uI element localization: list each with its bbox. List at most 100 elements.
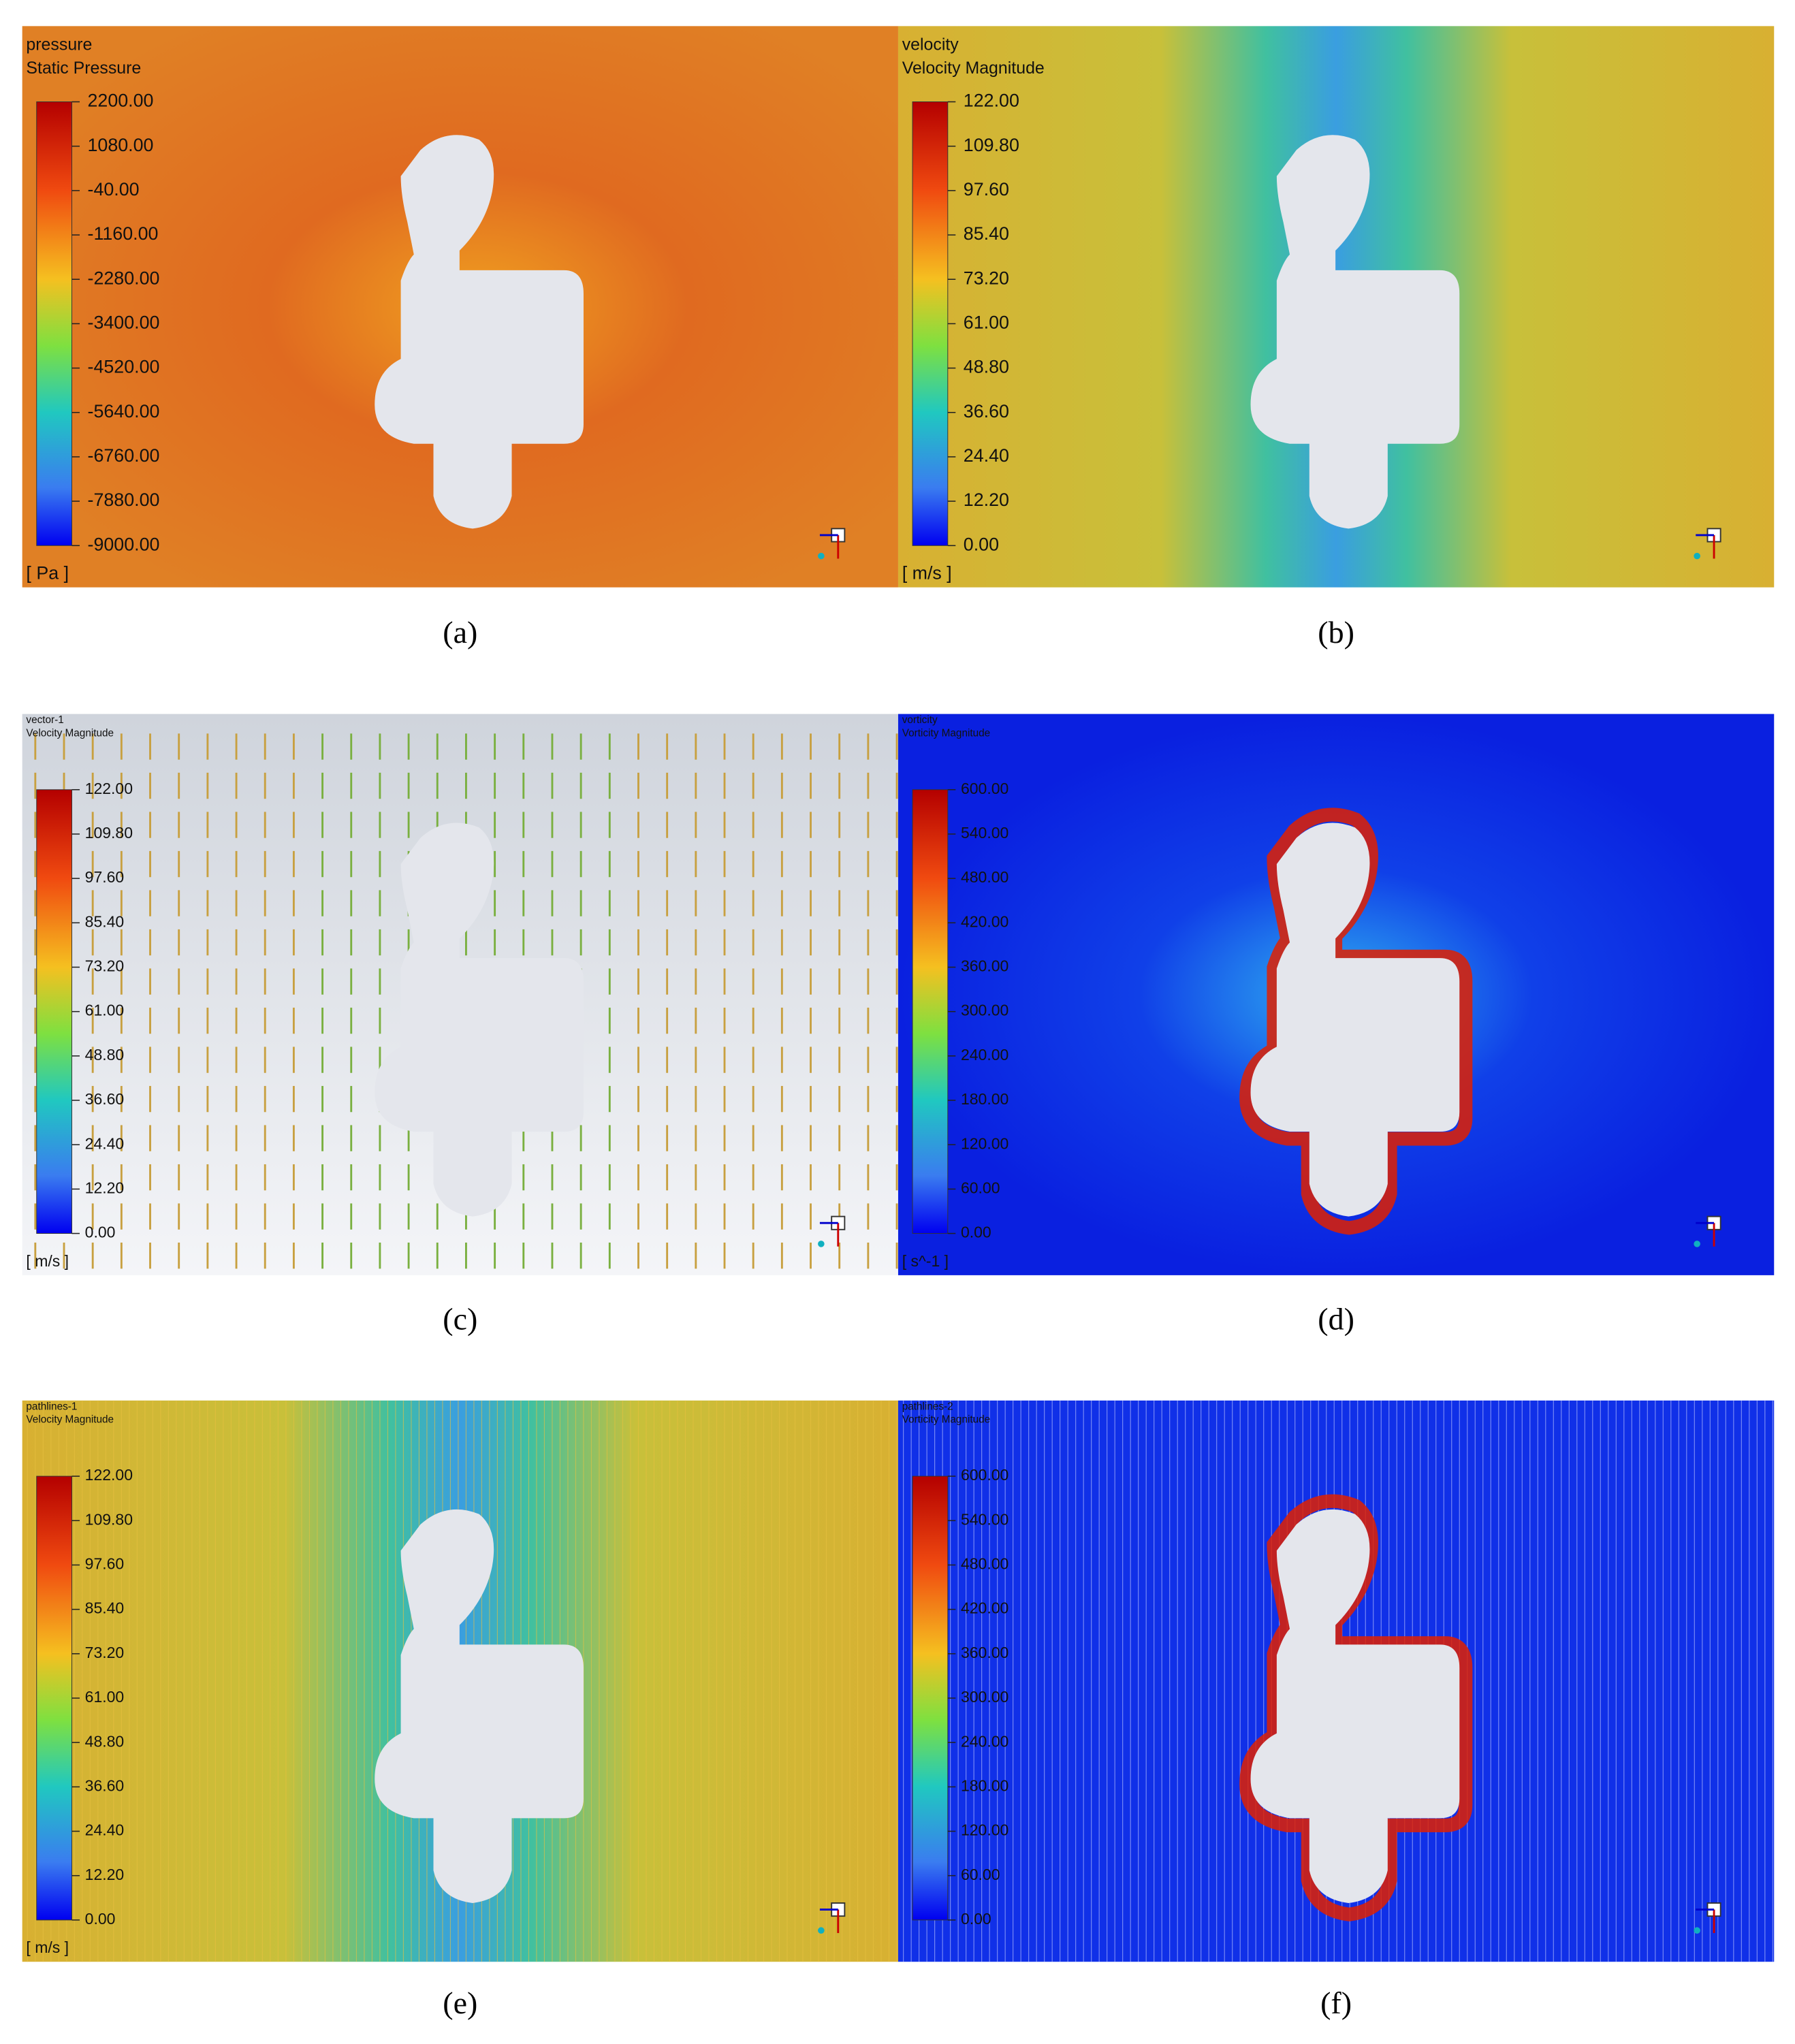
colorbar-label: 109.80 xyxy=(964,135,1019,155)
colorbar-label: 73.20 xyxy=(85,1644,125,1661)
colorbar-label: -7880.00 xyxy=(88,490,160,510)
colorbar-label: 240.00 xyxy=(961,1732,1008,1750)
colorbar-label: 36.60 xyxy=(85,1090,125,1108)
body-silhouette xyxy=(1250,823,1460,1217)
unit-label: [ m/s ] xyxy=(26,1938,69,1956)
body-silhouette xyxy=(375,823,584,1217)
axis-triad xyxy=(818,528,846,560)
colorbar-label: 180.00 xyxy=(961,1776,1008,1794)
colorbar-label: -5640.00 xyxy=(88,401,160,421)
legend-title: vector-1 xyxy=(26,714,63,726)
colorbar-label: 0.00 xyxy=(85,1224,116,1241)
colorbar-label: 97.60 xyxy=(964,179,1009,199)
colorbar-label: 420.00 xyxy=(961,1599,1008,1617)
colorbar-label: 109.80 xyxy=(85,824,133,842)
colorbar-label: -1160.00 xyxy=(88,223,159,244)
colorbar-label: -9000.00 xyxy=(88,534,160,554)
colorbar-label: 120.00 xyxy=(961,1821,1008,1839)
legend-title: Velocity Magnitude xyxy=(26,727,114,739)
axis-triad xyxy=(818,1215,846,1247)
unit-label: [ Pa ] xyxy=(26,563,69,584)
colorbar-label: 0.00 xyxy=(961,1224,991,1241)
axis-triad xyxy=(1694,1215,1721,1247)
colorbar-label: 61.00 xyxy=(85,1002,125,1019)
vortex-region xyxy=(1239,1494,1473,1921)
body-silhouette xyxy=(375,135,584,529)
colorbar-label: 60.00 xyxy=(961,1866,1000,1883)
caption: (e) xyxy=(443,1985,477,2020)
legend-title: Vorticity Magnitude xyxy=(902,727,991,739)
colorbar-label: 600.00 xyxy=(961,1466,1008,1484)
colorbar-label: 1080.00 xyxy=(88,135,154,155)
colorbar-label: 300.00 xyxy=(961,1002,1008,1019)
colorbar-label: 0.00 xyxy=(964,534,999,554)
legend-title: Vorticity Magnitude xyxy=(902,1414,991,1426)
colorbar xyxy=(36,789,72,1234)
colorbar-label: 61.00 xyxy=(85,1688,125,1706)
vortex-region xyxy=(1239,808,1473,1235)
triad-dot xyxy=(818,552,825,560)
body-silhouette xyxy=(1250,1509,1460,1903)
colorbar-label: 48.80 xyxy=(85,1732,125,1750)
colorbar-label: 12.20 xyxy=(964,490,1009,510)
triad-dot xyxy=(1694,1241,1700,1247)
colorbar-label: 85.40 xyxy=(964,223,1009,244)
colorbar-label: 48.80 xyxy=(85,1046,125,1064)
colorbar-label: -4520.00 xyxy=(88,357,160,377)
colorbar-label: 122.00 xyxy=(85,780,133,797)
triad-dot xyxy=(1694,552,1700,560)
colorbar-label: 73.20 xyxy=(85,957,125,975)
colorbar-label: 36.60 xyxy=(85,1776,125,1794)
colorbar xyxy=(912,1475,949,1921)
caption: (c) xyxy=(443,1301,477,1336)
colorbar-label: 24.40 xyxy=(85,1821,125,1839)
colorbar-label: 0.00 xyxy=(85,1910,116,1928)
colorbar-label: 12.20 xyxy=(85,1866,125,1883)
colorbar-label: 480.00 xyxy=(961,868,1008,886)
colorbar-label: 300.00 xyxy=(961,1688,1008,1706)
colorbar-label: 122.00 xyxy=(964,91,1019,111)
body-silhouette xyxy=(1250,135,1460,529)
colorbar-label: 0.00 xyxy=(961,1910,991,1928)
colorbar-label: -2280.00 xyxy=(88,268,160,288)
colorbar-label: 360.00 xyxy=(961,1644,1008,1661)
colorbar-label: 12.20 xyxy=(85,1179,125,1196)
caption: (a) xyxy=(443,615,477,650)
colorbar xyxy=(912,101,949,546)
colorbar-label: 360.00 xyxy=(961,957,1008,975)
colorbar-label: 480.00 xyxy=(961,1555,1008,1573)
colorbar-label: 122.00 xyxy=(85,1466,133,1484)
colorbar-label: 420.00 xyxy=(961,912,1008,930)
colorbar xyxy=(36,1475,72,1921)
colorbar-label: 24.40 xyxy=(85,1134,125,1152)
legend-title: Velocity Magnitude xyxy=(902,59,1045,78)
colorbar-label: 2200.00 xyxy=(88,91,154,111)
colorbar-label: 180.00 xyxy=(961,1090,1008,1108)
triad-dot xyxy=(818,1927,825,1934)
colorbar-label: -3400.00 xyxy=(88,313,160,333)
caption: (b) xyxy=(1318,615,1354,650)
legend-title: Static Pressure xyxy=(26,59,141,78)
legend-title: pathlines-1 xyxy=(26,1401,77,1413)
colorbar-label: 600.00 xyxy=(961,780,1008,797)
axis-triad xyxy=(1694,528,1721,560)
colorbar-label: 24.40 xyxy=(964,445,1009,466)
legend-title: pressure xyxy=(26,35,92,54)
unit-label: [ m/s ] xyxy=(26,1252,69,1270)
triad-dot xyxy=(1694,1927,1700,1934)
legend-title: velocity xyxy=(902,35,959,54)
legend-title: vorticity xyxy=(902,714,938,726)
triad-dot xyxy=(818,1241,825,1247)
colorbar-label: 240.00 xyxy=(961,1046,1008,1064)
unit-label: [ s^-1 ] xyxy=(902,1252,949,1270)
colorbar-label: -40.00 xyxy=(88,179,140,199)
colorbar-label: 540.00 xyxy=(961,824,1008,842)
unit-label: [ m/s ] xyxy=(902,563,952,584)
colorbar-label: 120.00 xyxy=(961,1134,1008,1152)
legend-title: Velocity Magnitude xyxy=(26,1414,114,1426)
